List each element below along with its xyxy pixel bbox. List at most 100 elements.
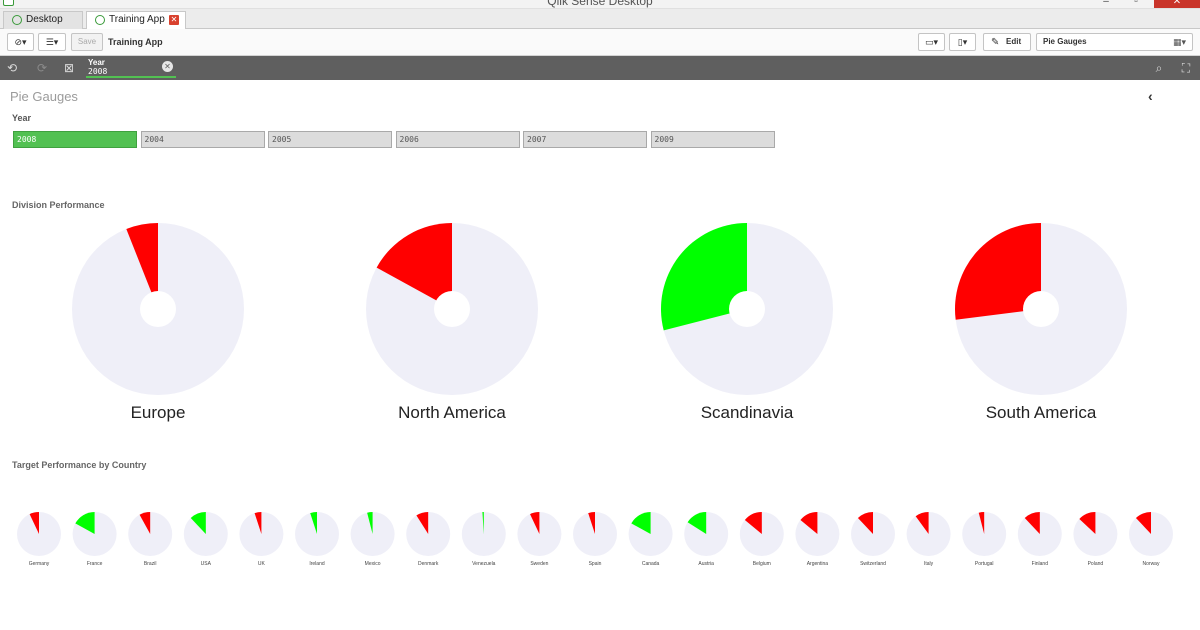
clear-all-icon[interactable]: ⊠ — [63, 61, 75, 75]
selection-chip-year[interactable]: Year 2008 ✕ — [86, 57, 176, 78]
sheet-content: Pie Gauges ‹ Year 2008 2004 2005 2006 2007 20… — [0, 80, 1200, 630]
country-label: Sweden — [530, 561, 549, 567]
gauge-south-america[interactable] — [955, 223, 1127, 395]
device-view-button[interactable]: ▯▾ — [949, 33, 976, 51]
country-label: Austria — [698, 561, 714, 567]
gauge-mexico[interactable] — [350, 512, 395, 556]
gauge-venezuela[interactable] — [461, 511, 506, 556]
division-label: North America — [398, 403, 506, 422]
tab-bar: Desktop hub Training App ✕ — [0, 9, 1200, 41]
selections-tool-icon[interactable]: ⛶ — [1181, 61, 1191, 75]
gauge-sweden[interactable] — [517, 512, 562, 556]
gauge-poland[interactable] — [1073, 512, 1118, 556]
country-label: Poland — [1087, 561, 1104, 567]
screen-view-button[interactable]: ▭▾ — [918, 33, 945, 51]
country-label: Norway — [1142, 561, 1160, 567]
search-icon[interactable]: ⌕ — [1155, 61, 1163, 75]
gauge-usa[interactable] — [183, 512, 228, 556]
gauge-wedge — [376, 223, 452, 309]
year-option-2009[interactable]: 2009 — [650, 131, 775, 148]
sheets-overview-icon: ▦▾ — [1172, 37, 1186, 47]
country-label: Denmark — [418, 561, 439, 567]
gauge-austria[interactable] — [684, 512, 729, 556]
gauge-canada[interactable] — [628, 512, 673, 556]
toolbar: ⊘▾ ☰▾ Save Training App ▭▾ ▯▾ ✎ Edit Pie… — [0, 29, 1200, 56]
gauge-center — [434, 291, 470, 327]
chevron-left-icon[interactable]: ‹ — [1148, 88, 1153, 104]
gauge-wedge — [588, 512, 595, 534]
country-label: Switzerland — [860, 561, 886, 567]
tab-close-icon[interactable]: ✕ — [169, 15, 179, 25]
tab-desktop-hub[interactable]: Desktop hub — [3, 11, 83, 41]
save-button[interactable]: Save — [71, 33, 103, 51]
year-option-2004[interactable]: 2004 — [140, 131, 265, 148]
gauge-center — [1023, 291, 1059, 327]
year-option-2005[interactable]: 2005 — [268, 131, 392, 148]
gauge-italy[interactable] — [906, 512, 951, 556]
gauge-uk[interactable] — [239, 512, 284, 556]
gauge-france[interactable] — [72, 512, 117, 556]
gauge-wedge — [631, 512, 651, 534]
country-label: UK — [257, 561, 265, 567]
tab-training-app[interactable]: Training App ✕ — [86, 11, 186, 29]
gauge-argentina[interactable] — [795, 512, 840, 556]
gauge-charts — [17, 223, 1173, 556]
gauge-germany[interactable] — [17, 512, 61, 556]
country-label: Venezuela — [472, 561, 496, 567]
minimize-icon[interactable]: – — [1103, 0, 1109, 7]
gauge-norway[interactable] — [1129, 512, 1173, 556]
global-menu-button[interactable]: ☰▾ — [38, 33, 66, 51]
gauge-wedge — [75, 512, 95, 534]
gauge-center — [140, 291, 176, 327]
country-label: Spain — [588, 561, 602, 567]
country-label: Ireland — [309, 561, 325, 567]
pencil-icon: ✎ — [991, 37, 1000, 48]
year-option-2008[interactable]: 2008 — [13, 131, 137, 148]
gauge-wedge — [955, 223, 1041, 320]
gauge-wedge — [978, 512, 985, 534]
gauge-north-america[interactable] — [366, 223, 538, 395]
country-label: Finland — [1031, 561, 1048, 567]
maximize-icon[interactable]: ▫ — [1134, 0, 1138, 7]
sheet-title: Pie Gauges — [10, 89, 78, 104]
gauge-wedge — [139, 512, 151, 534]
gauge-brazil[interactable] — [128, 512, 173, 556]
gauge-europe[interactable] — [72, 223, 244, 395]
step-back-icon[interactable]: ⟲ — [6, 61, 18, 75]
division-label: South America — [985, 403, 1097, 422]
country-label: Portugal — [974, 561, 994, 567]
country-performance-title: Target Performance by Country — [12, 460, 147, 470]
gauge-spain[interactable] — [573, 512, 617, 556]
navigation-menu-button[interactable]: ⊘▾ — [7, 33, 34, 51]
gauge-wedge — [310, 512, 317, 534]
country-label: France — [86, 561, 103, 567]
gauge-wedge — [29, 512, 39, 534]
gauge-belgium[interactable] — [739, 512, 784, 556]
clear-selection-icon[interactable]: ✕ — [162, 61, 173, 72]
app-name: Training App — [108, 37, 163, 47]
gauge-portugal[interactable] — [962, 512, 1007, 556]
window-title-bar: Qlik Sense Desktop – ▫ ✕ — [0, 0, 1200, 9]
year-option-2007[interactable]: 2007 — [523, 131, 647, 148]
selection-field: Year — [88, 58, 105, 67]
country-label: Belgium — [752, 561, 771, 567]
gauge-scandinavia[interactable] — [660, 223, 833, 395]
division-label: Europe — [130, 403, 186, 422]
sheet-selector[interactable]: Pie Gauges ▦▾ — [1036, 33, 1193, 51]
gauge-wedge — [1079, 512, 1096, 534]
close-window-icon[interactable]: ✕ — [1154, 0, 1200, 8]
gauge-ireland[interactable] — [295, 512, 339, 556]
gauge-switzerland[interactable] — [851, 512, 895, 556]
window-title: Qlik Sense Desktop — [547, 0, 653, 8]
gauge-finland[interactable] — [1017, 512, 1062, 556]
step-forward-icon[interactable]: ⟳ — [36, 61, 48, 75]
edit-button[interactable]: ✎ Edit — [983, 33, 1031, 51]
selections-bar: ⟲ ⟳ ⊠ Year 2008 ✕ ⌕ ⛶ — [0, 56, 1200, 80]
year-filter-label: Year — [12, 113, 32, 123]
gauge-center — [729, 291, 765, 327]
gauge-denmark[interactable] — [406, 512, 451, 556]
country-label: Mexico — [364, 561, 381, 567]
sheet-selector-label: Pie Gauges — [1043, 37, 1087, 46]
gauge-wedge — [687, 512, 707, 534]
year-option-2006[interactable]: 2006 — [395, 131, 520, 148]
